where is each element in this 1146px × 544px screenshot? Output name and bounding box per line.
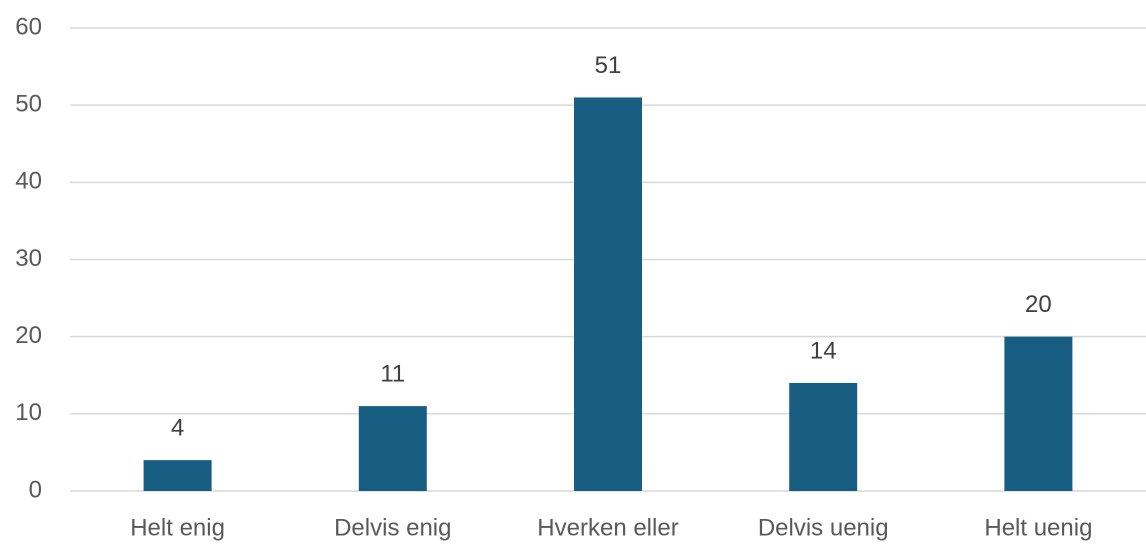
data-label: 20 <box>1025 291 1052 318</box>
x-tick-label: Helt uenig <box>984 514 1092 541</box>
y-tick-label: 20 <box>15 322 42 349</box>
y-tick-label: 30 <box>15 245 42 272</box>
data-label: 14 <box>810 337 837 364</box>
x-tick-label: Delvis enig <box>334 514 451 541</box>
data-label: 11 <box>380 360 405 387</box>
y-tick-label: 10 <box>15 399 42 426</box>
y-tick-label: 60 <box>15 13 42 40</box>
x-tick-label: Delvis uenig <box>758 514 889 541</box>
bar <box>143 460 212 491</box>
bar <box>1004 336 1073 491</box>
y-tick-label: 0 <box>29 476 42 503</box>
y-tick-label: 50 <box>15 91 42 118</box>
x-tick-label: Helt enig <box>130 514 225 541</box>
x-tick-label: Hverken eller <box>537 514 678 541</box>
data-label: 51 <box>595 52 622 79</box>
y-tick-label: 40 <box>15 168 42 195</box>
data-label: 4 <box>171 414 184 441</box>
bar <box>358 406 427 491</box>
bar <box>789 382 858 491</box>
bar <box>574 97 642 491</box>
